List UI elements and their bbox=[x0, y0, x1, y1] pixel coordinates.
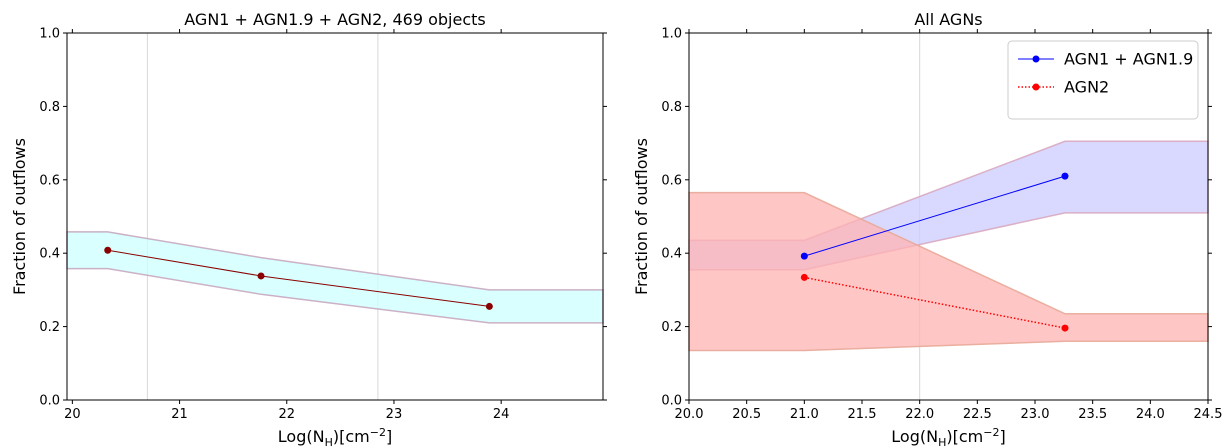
x-tick-label: 23.0 bbox=[1021, 407, 1050, 422]
y-tick-label: 1.0 bbox=[661, 27, 682, 42]
legend-marker bbox=[1032, 83, 1040, 91]
x-tick-label: 22 bbox=[278, 407, 295, 422]
legend-label: AGN2 bbox=[1064, 78, 1109, 97]
y-tick-label: 0.2 bbox=[39, 320, 60, 335]
data-point bbox=[1061, 324, 1069, 332]
x-tick-label: 23.5 bbox=[1078, 407, 1107, 422]
chart-title: AGN1 + AGN1.9 + AGN2, 469 objects bbox=[184, 10, 486, 29]
y-tick-label: 0.8 bbox=[39, 100, 60, 115]
y-tick-label: 0.6 bbox=[661, 173, 682, 188]
axes-frame bbox=[66, 32, 604, 401]
x-tick-label: 22.0 bbox=[905, 407, 934, 422]
x-tick-label: 21.0 bbox=[790, 407, 819, 422]
x-axis-label: Log(NH)[cm−2] bbox=[891, 426, 1005, 448]
chart-panel-left: 20 21 22 23 24 0.0 0.2 0.4 0.6 0.8 1.0 AGN1 + AGN1.… bbox=[10, 10, 607, 448]
data-point bbox=[1061, 172, 1069, 180]
x-tick-label: 20.5 bbox=[732, 407, 761, 422]
x-tick-label: 24.5 bbox=[1194, 407, 1223, 422]
x-tick-label: 20.0 bbox=[675, 407, 704, 422]
y-tick-label: 0.6 bbox=[39, 173, 60, 188]
data-point bbox=[800, 273, 808, 281]
y-tick-label: 0.4 bbox=[661, 247, 682, 262]
legend-marker bbox=[1032, 55, 1040, 63]
legend-label: AGN1 + AGN1.9 bbox=[1064, 50, 1193, 69]
x-tick-label: 21 bbox=[171, 407, 188, 422]
y-tick-label: 1.0 bbox=[39, 27, 60, 42]
y-tick-label: 0.4 bbox=[39, 247, 60, 262]
data-point bbox=[800, 252, 808, 260]
y-axis-label: Fraction of outflows bbox=[632, 138, 651, 295]
x-axis-label: Log(NH)[cm−2] bbox=[278, 426, 392, 448]
y-tick-label: 0.0 bbox=[39, 394, 60, 409]
legend: AGN1 + AGN1.9 AGN2 bbox=[1007, 40, 1199, 120]
x-tick-label: 22.5 bbox=[963, 407, 992, 422]
data-point bbox=[485, 302, 493, 310]
y-tick-label: 0.8 bbox=[661, 100, 682, 115]
data-point bbox=[104, 246, 112, 254]
x-tick-label: 21.5 bbox=[848, 407, 877, 422]
x-tick-label: 20 bbox=[64, 407, 81, 422]
y-axis-label: Fraction of outflows bbox=[10, 138, 29, 295]
chart-title: All AGNs bbox=[914, 10, 982, 29]
series-line bbox=[804, 276, 1066, 329]
x-tick-label: 23 bbox=[386, 407, 403, 422]
chart-panel-right: 20.0 20.5 21.0 21.5 22.0 22.5 23.0 23.5 24.0 24.5… bbox=[632, 10, 1222, 448]
y-tick-label: 0.2 bbox=[661, 320, 682, 335]
legend-box bbox=[1007, 40, 1199, 120]
data-point bbox=[257, 272, 265, 280]
axes-frame bbox=[688, 32, 1209, 401]
x-tick-label: 24.0 bbox=[1136, 407, 1165, 422]
series-line bbox=[804, 175, 1066, 257]
x-tick-label: 24 bbox=[493, 407, 510, 422]
y-tick-label: 0.0 bbox=[661, 394, 682, 409]
